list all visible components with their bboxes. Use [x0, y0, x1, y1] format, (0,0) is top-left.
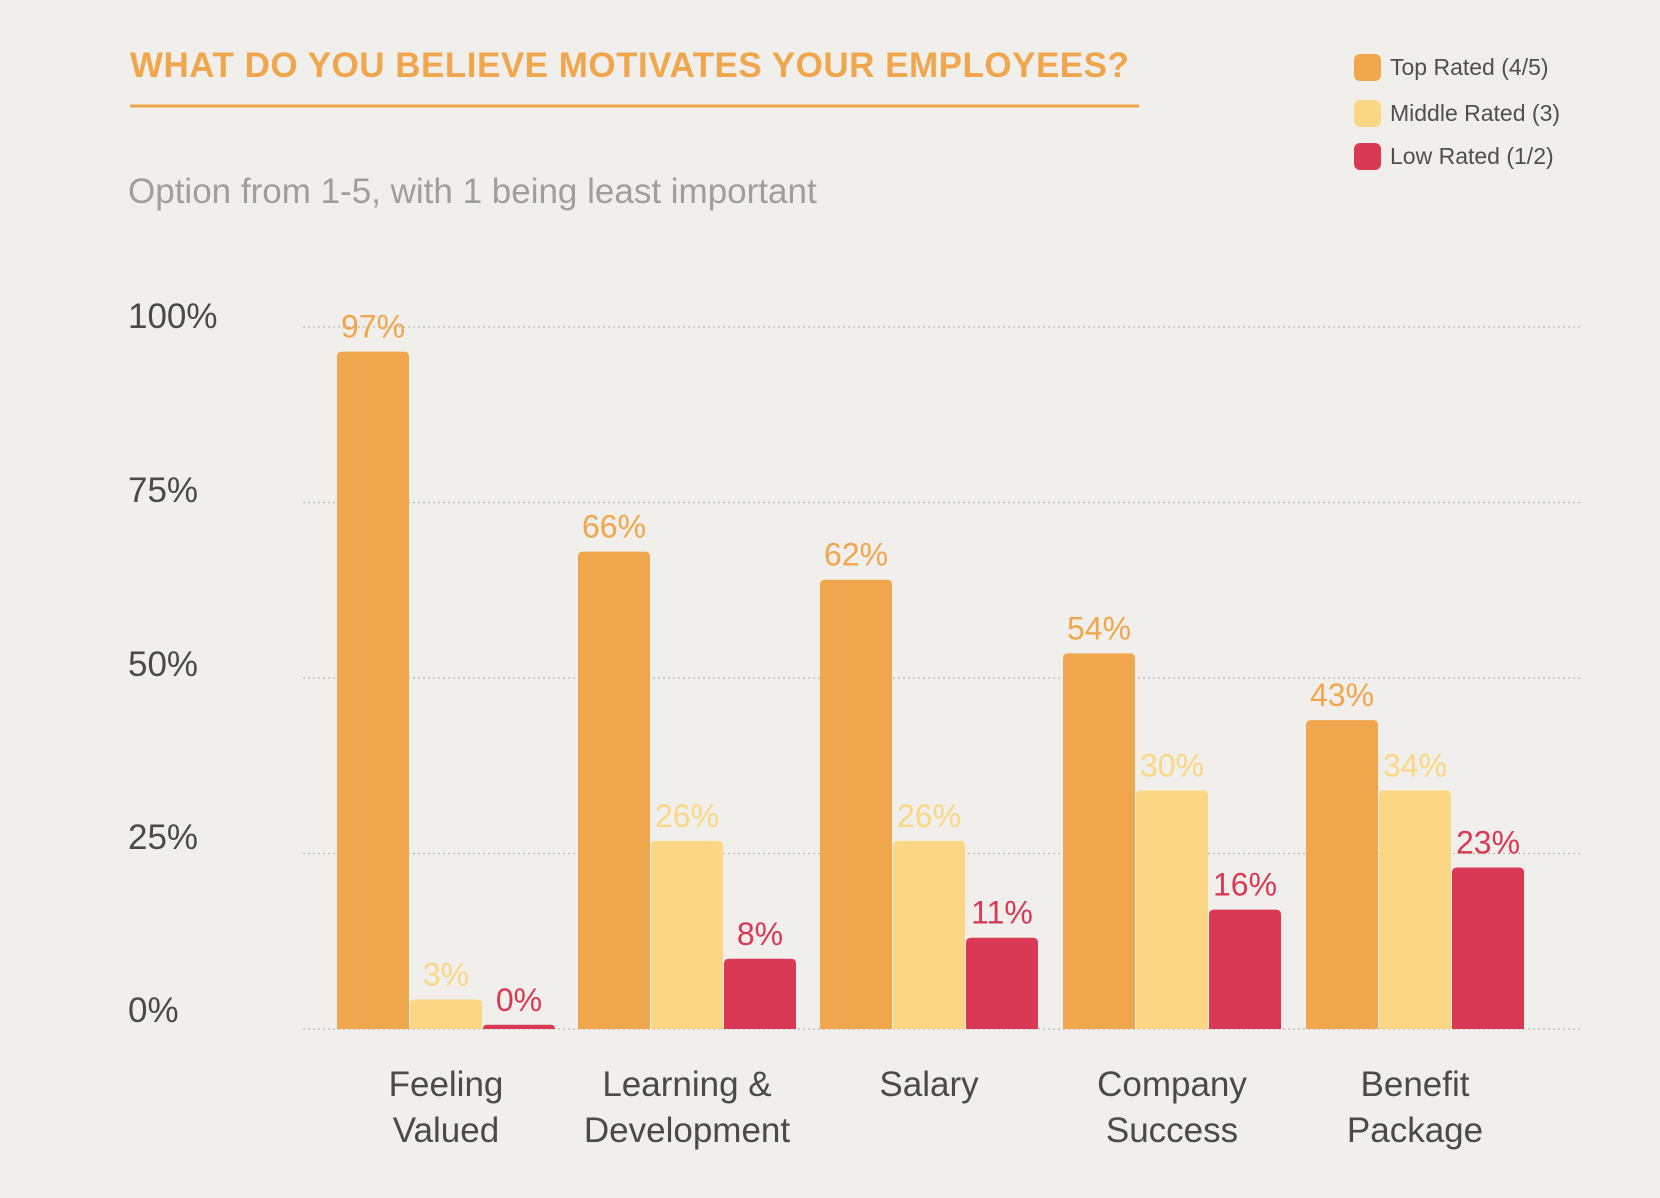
y-tick-label: 75% — [128, 471, 198, 510]
data-label: 30% — [1140, 747, 1204, 783]
data-labels: 97% 66% 62% 54% 43% 3% 26% 26% 30% 34% 0% 8% 11% 16% 2… — [341, 309, 1520, 1018]
bar-low-rated-1-2-2 — [966, 937, 1038, 1029]
bar-top-rated-4-5-0 — [337, 351, 409, 1029]
bar-middle-rated-3-3 — [1136, 790, 1208, 1029]
data-label: 16% — [1213, 867, 1277, 903]
x-tick-label: Success — [1106, 1111, 1238, 1150]
bars — [337, 351, 1524, 1029]
chart-subtitle: Option from 1-5, with 1 being least impo… — [128, 172, 817, 211]
data-label: 97% — [341, 309, 405, 345]
y-axis-tick-labels: 0% 25% 50% 75% 100% — [128, 297, 218, 1030]
data-label: 26% — [897, 798, 961, 834]
data-label: 54% — [1067, 610, 1131, 646]
y-tick-label: 0% — [128, 991, 179, 1030]
chart-title: WHAT DO YOU BELIEVE MOTIVATES YOUR EMPLO… — [130, 46, 1129, 85]
bar-middle-rated-3-0 — [410, 999, 482, 1029]
bar-low-rated-1-2-4 — [1452, 867, 1524, 1029]
data-label: 23% — [1456, 825, 1520, 861]
bar-top-rated-4-5-2 — [820, 579, 892, 1029]
bar-middle-rated-3-4 — [1379, 790, 1451, 1029]
bar-low-rated-1-2-1 — [724, 958, 796, 1029]
bar-low-rated-1-2-3 — [1209, 909, 1281, 1029]
data-label: 62% — [824, 537, 888, 573]
legend: Top Rated (4/5) Middle Rated (3) Low Rated… — [1354, 54, 1560, 170]
data-label: 3% — [423, 957, 469, 993]
x-tick-label: Benefit — [1361, 1065, 1470, 1104]
bar-top-rated-4-5-3 — [1063, 653, 1135, 1029]
legend-swatch-top-rated-4-5 — [1354, 54, 1381, 81]
x-axis-tick-labels: Feeling Valued Learning & Development Salary… — [389, 1065, 1484, 1150]
data-label: 8% — [737, 916, 783, 952]
bar-low-rated-1-2-0 — [483, 1024, 555, 1029]
y-tick-label: 50% — [128, 645, 198, 684]
legend-label: Top Rated (4/5) — [1390, 54, 1549, 80]
legend-swatch-low-rated-1-2 — [1354, 143, 1381, 170]
y-tick-label: 25% — [128, 818, 198, 857]
bar-top-rated-4-5-4 — [1306, 720, 1378, 1029]
data-label: 43% — [1310, 677, 1374, 713]
data-label: 26% — [655, 798, 719, 834]
legend-label: Low Rated (1/2) — [1390, 143, 1554, 169]
legend-label: Middle Rated (3) — [1390, 100, 1560, 126]
x-tick-label: Company — [1097, 1065, 1247, 1104]
x-tick-label: Valued — [393, 1111, 499, 1150]
x-tick-label: Development — [584, 1111, 790, 1150]
legend-swatch-middle-rated-3 — [1354, 100, 1381, 127]
x-tick-label: Learning & — [602, 1065, 771, 1104]
x-tick-label: Package — [1347, 1111, 1483, 1150]
data-label: 11% — [971, 895, 1033, 931]
x-tick-label: Salary — [879, 1065, 979, 1104]
data-label: 66% — [582, 509, 646, 545]
bar-top-rated-4-5-1 — [578, 551, 650, 1029]
data-label: 0% — [496, 982, 542, 1018]
bar-middle-rated-3-2 — [893, 840, 965, 1029]
data-label: 34% — [1383, 747, 1447, 783]
bar-middle-rated-3-1 — [651, 840, 723, 1029]
y-tick-label: 100% — [128, 297, 218, 336]
x-tick-label: Feeling — [389, 1065, 504, 1104]
